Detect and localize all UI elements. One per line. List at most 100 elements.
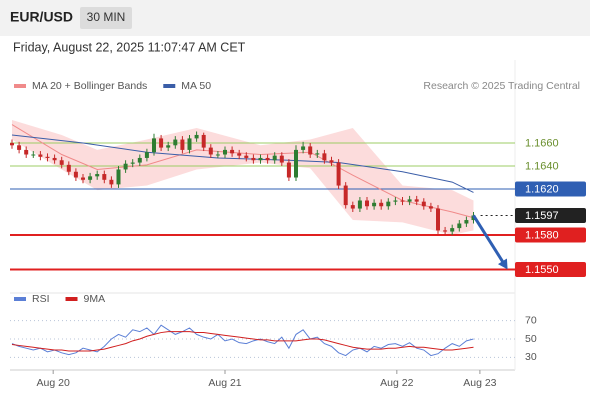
candle-body [372, 202, 377, 207]
candle-body [159, 138, 164, 148]
price-label-box [515, 207, 586, 223]
candle-body [10, 143, 14, 146]
candle-body [88, 176, 93, 180]
candle-body [230, 149, 235, 154]
legend-label: MA 20 + Bollinger Bands [32, 80, 147, 92]
price-label: 1.1597 [525, 210, 559, 222]
candle-body [187, 138, 192, 150]
candle-body [322, 153, 327, 161]
legend-swatch [14, 297, 26, 301]
candle-body [365, 200, 369, 207]
candle-body [443, 230, 448, 232]
price-label: 1.1580 [525, 229, 559, 241]
candle-body [116, 169, 121, 185]
interval: 30 MIN [87, 10, 126, 24]
candle-body [244, 155, 249, 158]
candle-body [173, 139, 178, 146]
y-tick-label: 30 [525, 351, 537, 363]
candle-body [279, 155, 284, 163]
candle-body [400, 200, 405, 202]
candle-body [59, 160, 64, 165]
candle-body [144, 152, 149, 158]
candle-body [223, 149, 227, 155]
x-tick-label: Aug 23 [463, 377, 496, 389]
legend-label: 9MA [84, 293, 106, 305]
timestamp: Friday, August 22, 2025 11:07:47 AM CET [13, 40, 246, 54]
candle-body [428, 206, 433, 209]
candle-body [237, 153, 242, 156]
candle-body [215, 154, 220, 156]
candle-body [357, 200, 362, 209]
candle-body [194, 134, 199, 139]
candle-body [66, 164, 71, 172]
candle-body [137, 157, 142, 163]
candle-body [102, 174, 107, 180]
candle-body [464, 220, 469, 224]
symbol: EUR/USD [10, 9, 73, 25]
candle-body [81, 177, 85, 180]
price-label-box [515, 181, 586, 197]
x-tick-label: Aug 20 [37, 377, 70, 389]
legend-swatch [14, 84, 26, 88]
candle-body [414, 199, 419, 202]
candle-body [343, 185, 348, 206]
candle-body [436, 208, 440, 231]
price-label: 1.1660 [525, 137, 559, 149]
candle-body [130, 162, 135, 164]
candle-body [350, 205, 355, 209]
candle-body [52, 157, 57, 161]
candle-body [301, 146, 306, 150]
candle-body [73, 171, 78, 178]
price-label: 1.1620 [525, 183, 559, 195]
candle-body [265, 157, 270, 161]
candle-body [166, 145, 171, 148]
indicator-line [11, 324, 474, 357]
candle-body [152, 138, 156, 153]
forecast-arrow [472, 214, 507, 267]
interval-badge [80, 7, 132, 29]
y-tick-label: 70 [525, 314, 537, 326]
indicator-line [11, 331, 474, 352]
candle-body [208, 147, 213, 155]
candle-body [201, 134, 206, 148]
candle-body [272, 155, 277, 161]
candle-body [450, 228, 455, 232]
x-tick-label: Aug 21 [208, 377, 241, 389]
x-tick-label: Aug 22 [380, 377, 413, 389]
legend-label: MA 50 [181, 80, 211, 92]
candle-body [457, 223, 462, 229]
candle-body [95, 174, 100, 177]
candle-body [286, 162, 291, 178]
candle-body [393, 200, 398, 202]
candle-body [421, 201, 426, 207]
candle-body [123, 163, 128, 170]
forecast-arrowhead [497, 258, 508, 270]
candle-body [379, 202, 384, 207]
candle-body [308, 146, 313, 155]
candle-body [38, 154, 43, 157]
y-tick-label: 50 [525, 333, 537, 345]
price-label-box [515, 227, 586, 243]
candle-body [329, 160, 334, 163]
credit: Research © 2025 Trading Central [423, 80, 580, 92]
legend-label: RSI [32, 293, 50, 305]
candle-body [315, 153, 320, 155]
candle-body [45, 156, 50, 158]
candle-body [294, 149, 298, 178]
candle-body [336, 162, 341, 186]
candle-body [17, 145, 22, 150]
candle-body [258, 157, 263, 161]
price-label-box [515, 262, 586, 277]
legend-swatch [65, 297, 78, 301]
candle-body [386, 201, 391, 207]
price-label: 1.1550 [525, 264, 559, 276]
candle-body [251, 157, 256, 161]
candle-body [407, 199, 412, 202]
candle-body [180, 139, 185, 150]
candle-body [24, 149, 29, 155]
price-label: 1.1640 [525, 160, 559, 172]
candle-body [31, 154, 36, 156]
candle-body [109, 179, 114, 185]
